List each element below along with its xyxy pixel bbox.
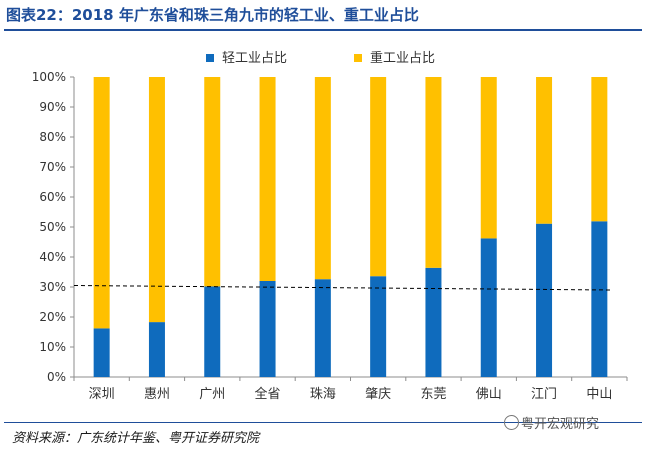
bar-heavy-industry xyxy=(591,77,608,222)
x-tick-label: 东莞 xyxy=(420,387,446,402)
legend-swatch-light xyxy=(206,54,214,62)
x-tick-label: 广州 xyxy=(199,387,225,402)
y-tick-label: 10% xyxy=(39,340,66,354)
bar-heavy-industry xyxy=(536,77,553,224)
legend-label: 轻工业占比 xyxy=(222,51,287,66)
x-tick-label: 江门 xyxy=(531,387,557,402)
y-tick-label: 40% xyxy=(39,250,66,264)
watermark-text: 粤开宏观研究 xyxy=(521,417,600,432)
title-rule xyxy=(4,29,642,31)
y-tick-label: 90% xyxy=(39,100,66,114)
bar-heavy-industry xyxy=(259,77,276,281)
y-tick-label: 60% xyxy=(39,190,66,204)
bar-light-industry xyxy=(370,276,387,377)
wechat-icon xyxy=(504,415,519,430)
y-tick-label: 20% xyxy=(39,310,66,324)
y-tick-label: 30% xyxy=(39,280,66,294)
x-tick-label: 惠州 xyxy=(144,387,170,402)
bar-heavy-industry xyxy=(148,77,165,323)
chart-title: 图表22：2018 年广东省和珠三角九市的轻工业、重工业占比 xyxy=(6,6,419,24)
source-rule xyxy=(4,422,642,423)
x-tick-label: 全省 xyxy=(255,386,281,402)
bar-heavy-industry xyxy=(204,77,221,287)
bar-light-industry xyxy=(259,281,276,377)
y-tick-label: 70% xyxy=(39,160,66,174)
x-tick-label: 肇庆 xyxy=(365,387,391,402)
bar-light-industry xyxy=(425,267,442,377)
bar-light-industry xyxy=(148,322,165,377)
x-tick-label: 中山 xyxy=(586,387,612,402)
watermark: 粤开宏观研究 xyxy=(504,413,599,432)
bar-heavy-industry xyxy=(314,77,331,280)
bar-light-industry xyxy=(204,286,221,377)
x-tick-label: 佛山 xyxy=(476,387,502,402)
bar-light-industry xyxy=(480,238,497,377)
x-tick-label: 深圳 xyxy=(89,387,115,402)
bar-heavy-industry xyxy=(425,77,442,268)
legend-label: 重工业占比 xyxy=(370,50,435,66)
bar-heavy-industry xyxy=(370,77,387,277)
legend-swatch-heavy xyxy=(354,54,362,62)
bar-heavy-industry xyxy=(480,77,497,239)
bar-heavy-industry xyxy=(93,77,110,329)
x-tick-label: 珠海 xyxy=(310,387,336,402)
bar-chart: 轻工业占比 重工业占比 0% 10% 20% 30% 40% 50% 60% 70% 80% 90%… xyxy=(32,50,628,402)
y-tick-label: 100% xyxy=(32,70,66,84)
source-note: 资料来源：广东统计年鉴、粤开证券研究院 xyxy=(12,431,260,446)
bar-light-industry xyxy=(93,328,110,377)
bar-light-industry xyxy=(591,221,608,377)
bar-light-industry xyxy=(314,279,331,377)
y-tick-label: 50% xyxy=(39,220,66,234)
bar-light-industry xyxy=(536,223,553,377)
y-tick-label: 80% xyxy=(39,130,66,144)
y-tick-label: 0% xyxy=(47,370,66,384)
trendline xyxy=(73,285,612,291)
